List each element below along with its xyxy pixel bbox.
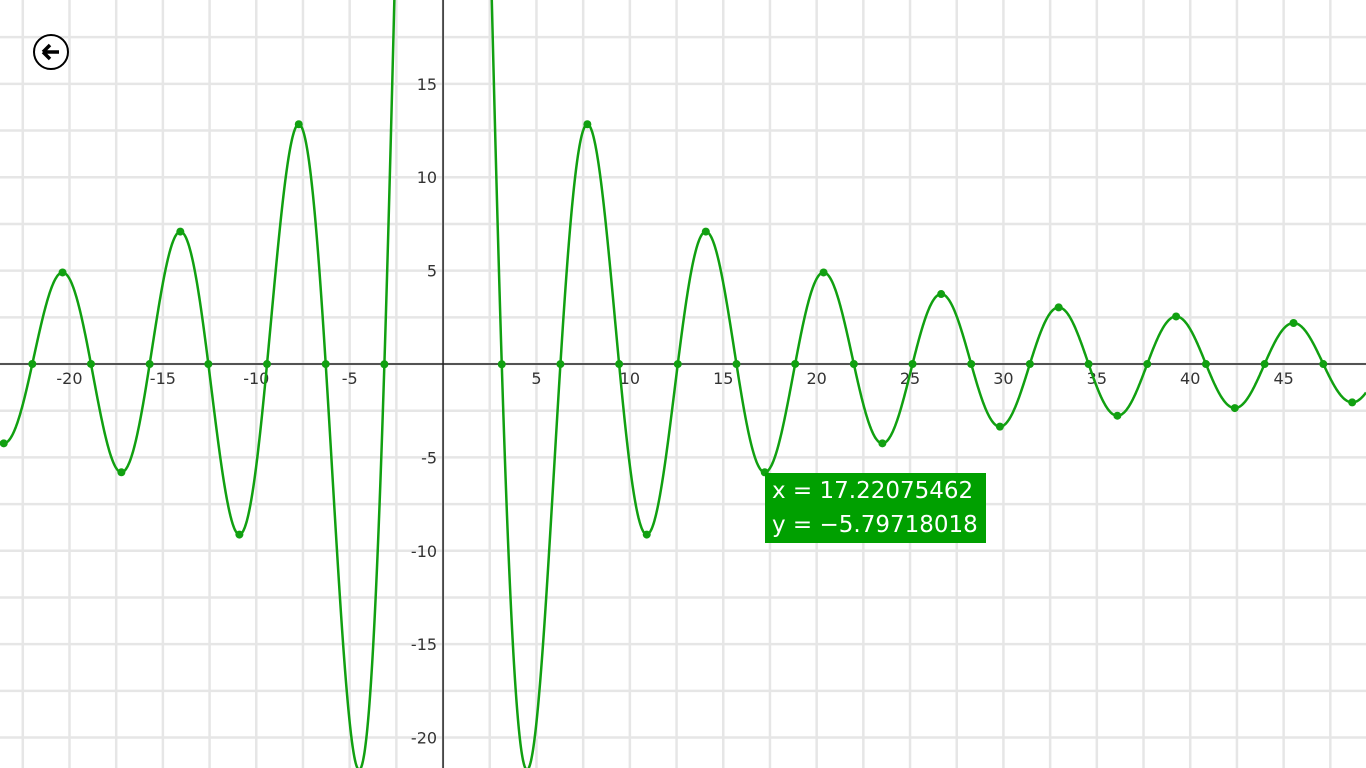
marked-point[interactable]	[380, 360, 389, 369]
marked-point[interactable]	[1143, 360, 1152, 369]
marked-point[interactable]	[615, 360, 624, 369]
y-tick-label: 10	[417, 168, 437, 187]
x-tick-label: 30	[993, 369, 1013, 388]
marked-point[interactable]	[673, 360, 682, 369]
x-tick-label: 40	[1180, 369, 1200, 388]
marked-point[interactable]	[1260, 360, 1269, 369]
marked-point[interactable]	[732, 360, 741, 369]
x-tick-label: 5	[531, 369, 541, 388]
marked-point[interactable]	[204, 360, 213, 369]
arrow-left-icon	[41, 43, 59, 61]
marked-point[interactable]	[1230, 404, 1239, 413]
marked-point[interactable]	[0, 439, 8, 448]
x-tick-label: 15	[713, 369, 733, 388]
marked-point[interactable]	[642, 530, 651, 539]
marked-point[interactable]	[86, 359, 95, 368]
marked-point[interactable]	[967, 359, 976, 368]
marked-point[interactable]	[908, 359, 917, 368]
marked-point[interactable]	[1084, 360, 1093, 369]
marked-point[interactable]	[1054, 303, 1063, 312]
marked-point[interactable]	[145, 360, 154, 369]
marked-point[interactable]	[556, 360, 565, 369]
marked-point[interactable]	[1113, 411, 1122, 420]
y-tick-label: -5	[421, 448, 437, 467]
marked-point[interactable]	[497, 360, 506, 369]
marked-point[interactable]	[701, 227, 710, 236]
x-tick-label: -20	[56, 369, 82, 388]
marked-point[interactable]	[1348, 398, 1357, 407]
marked-point[interactable]	[1025, 360, 1034, 369]
point-tooltip: x = 17.22075462 y = −5.79718018	[765, 473, 986, 543]
marked-point[interactable]	[1319, 360, 1328, 369]
marked-point[interactable]	[235, 530, 244, 539]
y-tick-label: 5	[427, 262, 437, 281]
tick-labels: -20 -15 -10 -5 5 10 15 20 25 30 35 40 4515105-5-10-1…	[56, 75, 1293, 748]
marked-point[interactable]	[294, 120, 303, 129]
marked-point[interactable]	[849, 360, 858, 369]
marked-point[interactable]	[1172, 312, 1181, 321]
marked-point[interactable]	[321, 360, 330, 369]
x-tick-label: 10	[620, 369, 640, 388]
y-tick-label: -15	[411, 635, 437, 654]
marked-point[interactable]	[58, 268, 67, 277]
tooltip-y: y = −5.79718018	[772, 512, 978, 538]
marked-point[interactable]	[1289, 319, 1298, 328]
marked-point[interactable]	[28, 360, 37, 369]
marked-point[interactable]	[117, 468, 126, 477]
marked-point[interactable]	[176, 227, 185, 236]
y-tick-label: -20	[411, 729, 437, 748]
back-button[interactable]	[33, 34, 69, 70]
marked-points[interactable]	[0, 120, 1357, 539]
x-tick-label: -15	[150, 369, 176, 388]
x-tick-label: 20	[806, 369, 826, 388]
x-tick-label: -10	[243, 369, 269, 388]
marked-point[interactable]	[937, 290, 946, 299]
marked-point[interactable]	[791, 359, 800, 368]
marked-point[interactable]	[263, 360, 272, 369]
tooltip-x: x = 17.22075462	[772, 478, 974, 504]
y-tick-label: 15	[417, 75, 437, 94]
marked-point[interactable]	[1201, 360, 1210, 369]
marked-point[interactable]	[819, 268, 828, 277]
marked-point[interactable]	[583, 120, 592, 129]
x-tick-label: -5	[342, 369, 358, 388]
marked-point[interactable]	[878, 439, 887, 448]
x-tick-label: 45	[1273, 369, 1293, 388]
marked-point[interactable]	[995, 422, 1004, 431]
y-tick-label: -10	[411, 542, 437, 561]
